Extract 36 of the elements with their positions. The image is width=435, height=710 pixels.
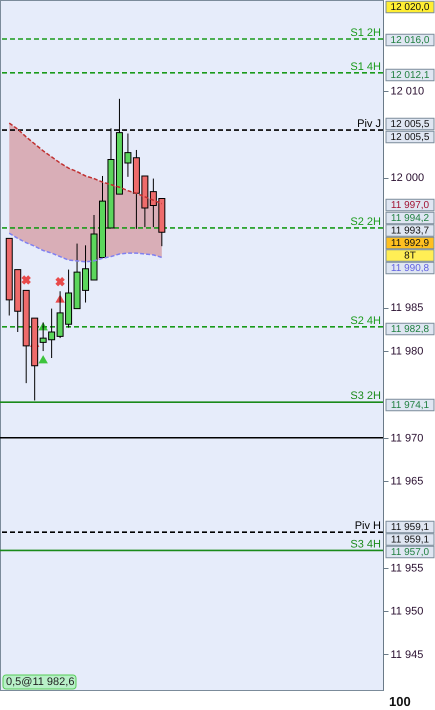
ref-line-label: Piv H (354, 520, 382, 532)
y-tick-label: 11 985 (390, 302, 424, 314)
ref-line-label: S3 4H (350, 538, 382, 550)
text: 100 (389, 694, 411, 709)
ref-line-label: Piv J (357, 118, 381, 130)
y-tick-label: 11 945 (390, 648, 424, 661)
y-tick-label: 11 970 (390, 432, 424, 444)
ref-line-label: S1 2H (350, 27, 382, 40)
y-tick-label: 12 000 (390, 172, 424, 184)
y-tick-label: 12 010 (390, 86, 424, 98)
text: 11 990,8 (390, 263, 430, 274)
text: 11 957,0 (390, 547, 430, 558)
ref-line-label: S2 2H (350, 216, 382, 228)
text: 12 005,5 (390, 132, 430, 143)
y-tick-label: 11 955 (390, 562, 424, 574)
text: 12 016,0 (390, 35, 430, 46)
text: 12 012,1 (390, 70, 430, 81)
text: 12 020,0 (390, 2, 430, 13)
text: 11 993,7 (390, 226, 430, 236)
annotation: 0,5@11 982,6 (6, 676, 74, 688)
text: 11 959,1 (390, 534, 430, 546)
ref-line-label: S3 2H (350, 390, 382, 402)
text: 12 005,5 (390, 119, 430, 130)
y-tick-label: 11 950 (390, 606, 424, 618)
ref-line-label: S2 4H (350, 314, 382, 327)
text: 11 959,1 (390, 522, 430, 533)
text: 11 974,1 (390, 400, 430, 411)
ref-line-label: S1 4H (350, 60, 382, 73)
text: 11 997,0 (390, 200, 430, 211)
text: 11 982,8 (390, 324, 430, 335)
y-tick-label: 11 980 (390, 346, 424, 358)
text: 11 994,2 (390, 213, 430, 224)
line-series (8, 232, 163, 263)
text: 11 992,9 (390, 238, 430, 249)
y-tick-label: 11 965 (390, 476, 424, 488)
text: 8T (404, 250, 416, 262)
